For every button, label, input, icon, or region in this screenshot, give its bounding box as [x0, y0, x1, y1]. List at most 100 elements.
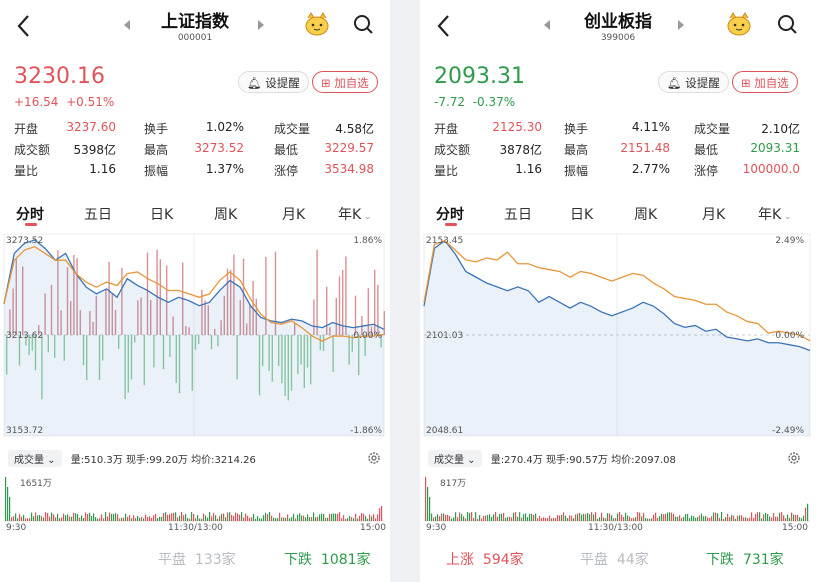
intraday-chart[interactable]: [420, 230, 816, 450]
settings-gear-icon[interactable]: [787, 451, 801, 465]
tab-monthly-k[interactable]: 月K: [702, 207, 726, 223]
tab-five-day[interactable]: 五日: [504, 207, 532, 223]
volume-bar: [727, 513, 729, 521]
volume-bar: [191, 512, 193, 521]
next-index-icon[interactable]: [258, 20, 264, 30]
decline-bar: [300, 335, 302, 365]
tab-yearly-k[interactable]: 年K ⌄: [338, 207, 372, 223]
volume-selector[interactable]: 成交量 ⌄: [8, 450, 62, 467]
volume-bar: [667, 512, 669, 521]
volume-bar: [519, 512, 521, 521]
volume-bar: [539, 516, 541, 521]
volume-bar: [245, 513, 247, 521]
volume-bar: [263, 515, 265, 521]
search-icon[interactable]: [352, 13, 374, 35]
volume-bar: [293, 513, 295, 521]
stat-label: 最高: [564, 143, 589, 157]
advance-bar: [242, 258, 245, 335]
decline-bar: [306, 335, 309, 368]
volume-bar: [329, 513, 331, 521]
volume-bar: [739, 515, 741, 521]
volume-bar: [781, 512, 783, 521]
intraday-chart[interactable]: [0, 230, 390, 450]
advance-bar: [326, 286, 328, 335]
decline-bar: [278, 335, 280, 366]
volume-bar: [603, 517, 605, 521]
tab-yearly-k[interactable]: 年K ⌄: [758, 207, 792, 223]
settings-gear-icon[interactable]: [367, 451, 381, 465]
tab-weekly-k[interactable]: 周K: [214, 207, 238, 223]
volume-peak-label: 1651万: [20, 479, 52, 489]
volume-bar: [75, 513, 77, 521]
volume-bar: [125, 513, 127, 521]
prev-index-icon[interactable]: [124, 20, 130, 30]
time-mid: 11:30/13:00: [588, 523, 643, 533]
volume-bar: [275, 518, 277, 521]
page-title: 创业板指: [584, 12, 652, 32]
decline-bar: [54, 335, 56, 358]
volume-bar: [155, 514, 157, 521]
advance-bar: [294, 322, 296, 335]
volume-bar: [577, 513, 579, 521]
volume-bar: [743, 517, 745, 521]
tab-intraday[interactable]: 分时: [16, 207, 44, 223]
set-alert-button[interactable]: 🔔︎ 设提醒: [658, 71, 729, 93]
volume-bar: [343, 515, 345, 521]
add-icon: ⊞: [741, 76, 751, 90]
volume-bar: [721, 512, 723, 521]
volume-bar: [115, 513, 117, 521]
volume-bar: [551, 518, 553, 521]
volume-bar: [109, 512, 111, 521]
price-change: -7.72 -0.37%: [434, 95, 516, 109]
volume-bar: [267, 514, 269, 521]
stat-value: 5398亿: [73, 143, 116, 157]
tab-daily-k[interactable]: 日K: [150, 207, 174, 223]
tab-intraday[interactable]: 分时: [436, 207, 464, 223]
stat-label: 涨停: [694, 164, 719, 178]
axis-mid-label: 3213.62: [6, 331, 44, 341]
volume-selector[interactable]: 成交量 ⌄: [428, 450, 482, 467]
volume-bar: [453, 517, 455, 521]
volume-bar: [613, 518, 615, 521]
stat-label: 振幅: [144, 164, 169, 178]
set-alert-button[interactable]: 🔔︎ 设提醒: [238, 71, 309, 93]
decline-bar: [98, 335, 101, 380]
decline-bar: [130, 335, 133, 380]
back-icon[interactable]: [432, 12, 456, 40]
volume-bar: [121, 517, 123, 521]
volume-bar: [171, 513, 173, 521]
volume-bar: [637, 512, 639, 521]
volume-bar: [651, 518, 653, 521]
decline-bar: [358, 335, 360, 376]
tab-daily-k[interactable]: 日K: [570, 207, 594, 223]
prev-index-icon[interactable]: [544, 20, 550, 30]
volume-bar: [79, 517, 81, 521]
volume-bar: [535, 513, 537, 521]
next-index-icon[interactable]: [678, 20, 684, 30]
add-watchlist-button[interactable]: ⊞ 加自选: [312, 71, 378, 93]
tab-monthly-k[interactable]: 月K: [282, 207, 306, 223]
index-panel-chinext: 创业板指 399006 2093.31 -7.72 -0.37% 🔔︎ 设提醒 …: [420, 0, 816, 582]
volume-bar: [483, 515, 485, 521]
time-start: 9:30: [6, 523, 27, 533]
volume-bar: [639, 512, 641, 521]
volume-bar: [505, 517, 507, 521]
mascot-icon[interactable]: [726, 12, 752, 36]
price-line: [423, 239, 811, 352]
volume-bar: [451, 518, 453, 521]
search-icon[interactable]: [776, 13, 798, 35]
volume-bar: [139, 517, 141, 521]
mascot-icon[interactable]: [304, 12, 330, 36]
tab-five-day[interactable]: 五日: [84, 207, 112, 223]
add-watchlist-button[interactable]: ⊞ 加自选: [732, 71, 798, 93]
volume-bar: [367, 518, 369, 521]
decline-bar: [281, 335, 283, 384]
volume-bar: [339, 512, 341, 521]
volume-bar: [105, 512, 107, 521]
tab-weekly-k[interactable]: 周K: [634, 207, 658, 223]
volume-bar: [225, 517, 227, 521]
advance-bar: [38, 324, 40, 335]
volume-bar: [715, 512, 717, 521]
back-icon[interactable]: [12, 12, 36, 40]
volume-bar: [319, 514, 321, 521]
